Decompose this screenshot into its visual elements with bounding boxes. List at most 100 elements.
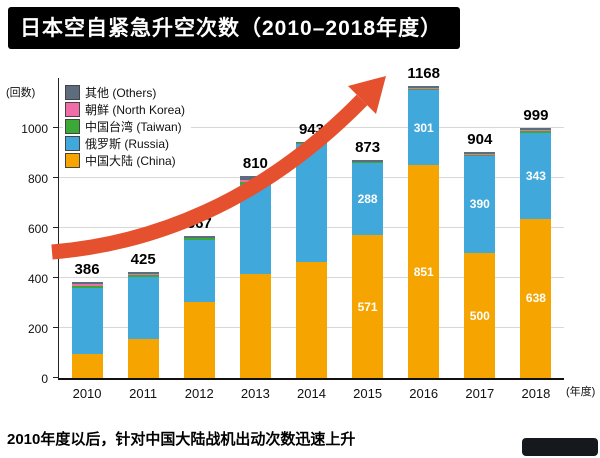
bar-segment: 343 <box>520 132 552 219</box>
legend-item: 中国大陆 (China) <box>65 152 185 169</box>
total-label: 425 <box>130 250 156 268</box>
y-tick-label: 800 <box>27 172 48 186</box>
legend-item: 俄罗斯 (Russia) <box>65 135 185 152</box>
title-bar: 日本空自紧急升空次数（2010–2018年度） <box>8 7 461 49</box>
bar-segment <box>464 154 496 156</box>
legend-item: 朝鲜 (North Korea) <box>65 101 185 118</box>
y-axis-ticks: 0 200 400 600 800 1000 <box>0 78 58 386</box>
bar-2013: 810 2013 <box>239 155 271 401</box>
bar-segment <box>71 281 103 284</box>
bar-segment <box>352 159 384 162</box>
total-label: 567 <box>186 215 212 233</box>
legend-swatch <box>65 102 80 117</box>
bar-segment <box>352 161 384 163</box>
total-label: 810 <box>242 154 268 172</box>
bar-segment <box>183 239 215 302</box>
bar-segment <box>408 88 440 89</box>
bar-2014: 943 2014 <box>295 121 327 401</box>
bar-segment <box>127 275 159 278</box>
bar-segment <box>295 143 327 262</box>
total-label: 1168 <box>407 65 440 82</box>
bar-segment <box>127 271 159 275</box>
bar-segment <box>71 284 103 286</box>
y-tick-label: 400 <box>27 272 48 286</box>
bar-segment <box>71 288 103 354</box>
segment-value-label: 301 <box>413 120 434 135</box>
bar-segment <box>239 274 271 378</box>
x-tick-label: 2017 <box>465 386 495 401</box>
bar-segment: 851 <box>408 165 440 378</box>
legend-item: 中国台湾 (Taiwan) <box>65 118 185 135</box>
bar-segment <box>71 285 103 288</box>
bar-segment <box>127 339 159 378</box>
legend-swatch <box>65 119 80 134</box>
bar-segment: 390 <box>464 155 496 253</box>
legend-swatch <box>65 153 80 168</box>
y-tick-label: 200 <box>27 322 48 336</box>
y-tick-label: 600 <box>27 222 48 236</box>
segment-value-label: 390 <box>469 197 490 212</box>
page-title: 日本空自紧急升空次数（2010–2018年度） <box>20 17 443 40</box>
segment-value-label: 288 <box>357 192 378 207</box>
y-tick-mark <box>53 277 58 278</box>
total-label: 999 <box>523 107 549 125</box>
x-tick-label: 2018 <box>521 386 551 401</box>
bar-2016: 851 301 1168 2016 <box>407 65 440 401</box>
y-tick-label: 0 <box>41 372 48 386</box>
segment-value-label: 343 <box>525 168 546 183</box>
watermark-badge <box>522 438 598 456</box>
bar-segment: 288 <box>352 163 384 236</box>
x-tick-label: 2015 <box>353 386 383 401</box>
bar-segment: 500 <box>464 253 496 378</box>
x-tick-label: 2016 <box>409 386 439 401</box>
bar-segment: 571 <box>352 235 384 378</box>
bar-2012: 567 2012 <box>183 215 215 401</box>
y-tick-mark <box>53 327 58 328</box>
segment-value-label: 851 <box>413 264 434 279</box>
x-tick-label: 2012 <box>184 386 214 401</box>
bar-segment <box>239 184 271 275</box>
legend-swatch <box>65 136 80 151</box>
bar-segment <box>127 277 159 339</box>
legend-label: 朝鲜 (North Korea) <box>85 103 186 117</box>
bar-segment <box>295 262 327 378</box>
legend: 其他 (Others) 朝鲜 (North Korea) 中国台湾 (Taiwan)… <box>63 82 192 171</box>
legend-label: 俄罗斯 (Russia) <box>85 137 170 151</box>
bar-segment <box>520 128 552 131</box>
bar-2018: 638 343 999 2018 <box>520 107 552 401</box>
y-tick-label: 1000 <box>21 122 48 136</box>
legend-label: 中国大陆 (China) <box>85 154 176 168</box>
legend-item: 其他 (Others) <box>65 84 185 101</box>
bar-segment <box>183 301 215 378</box>
x-tick-label: 2014 <box>297 386 326 401</box>
x-tick-label: 2010 <box>72 386 102 401</box>
bar-segment: 301 <box>408 90 440 166</box>
bar-segment: 638 <box>520 218 552 378</box>
x-tick-label: 2011 <box>129 386 158 401</box>
legend-label: 中国台湾 (Taiwan) <box>85 120 182 134</box>
bar-segment <box>520 131 552 133</box>
legend-label: 其他 (Others) <box>85 86 157 100</box>
bar-segment <box>520 130 552 132</box>
total-label: 873 <box>355 138 381 156</box>
segment-value-label: 571 <box>357 299 378 314</box>
total-label: 386 <box>74 260 100 278</box>
bar-segment <box>127 274 159 276</box>
segment-value-label: 500 <box>469 308 490 323</box>
segment-value-label: 638 <box>525 291 546 306</box>
y-tick-mark <box>53 377 58 378</box>
x-tick-label: 2013 <box>240 386 270 401</box>
bar-segment <box>71 354 103 378</box>
total-label: 904 <box>467 131 493 148</box>
bar-segment <box>408 88 440 90</box>
bar-2010: 386 2010 <box>71 261 103 401</box>
total-label: 943 <box>298 121 324 139</box>
bar-2015: 571 288 873 2015 <box>352 139 384 401</box>
bar-segment <box>464 152 496 154</box>
bar-segment <box>464 154 496 155</box>
legend-swatch <box>65 85 80 100</box>
bar-2011: 425 2011 <box>127 251 159 401</box>
bar-2017: 500 390 904 2017 <box>464 131 496 401</box>
bar-segment <box>352 162 384 164</box>
